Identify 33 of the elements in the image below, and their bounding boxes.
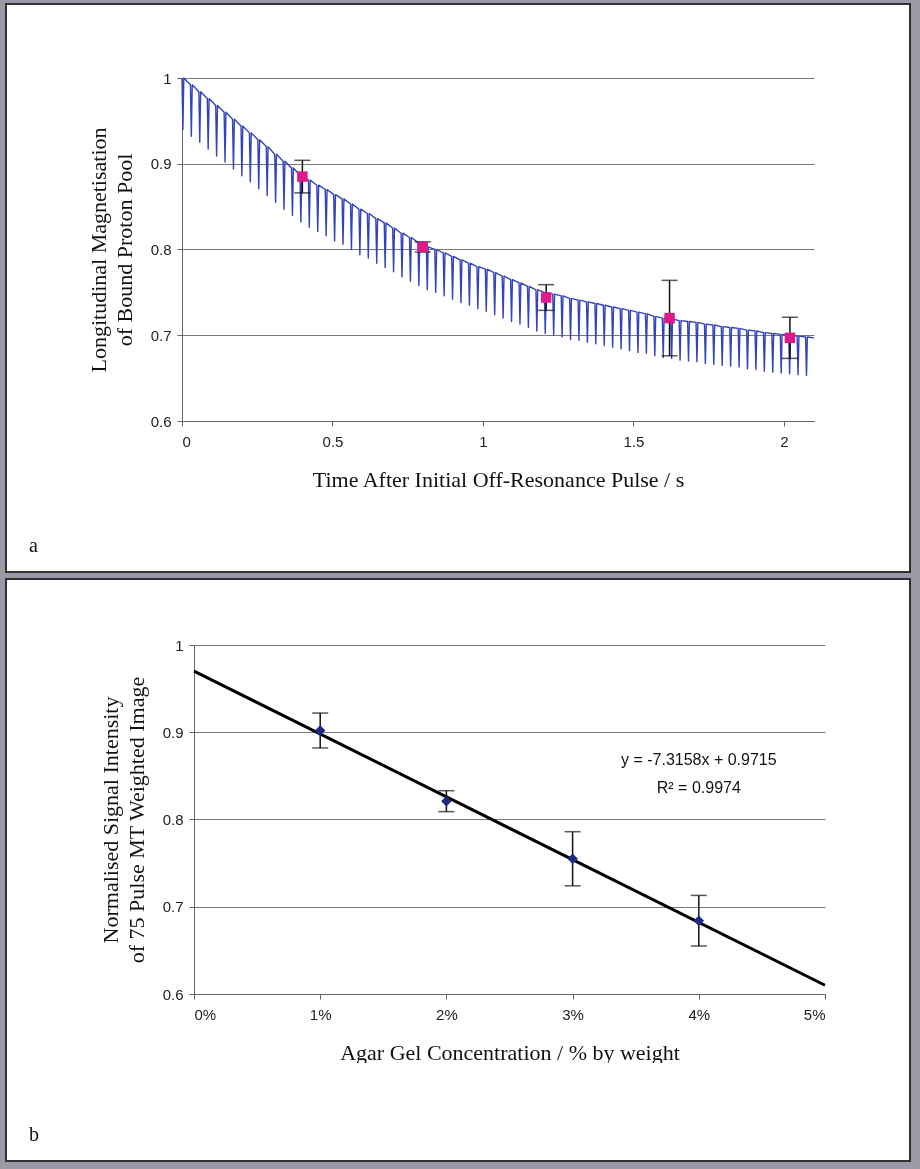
y-axis-title: Normalised Signal Intensity of 75 Pulse MT Weighted Image <box>97 676 149 964</box>
x-tick-label: 1.5 <box>623 432 645 450</box>
x-tick-label: 0 <box>182 432 191 450</box>
x-tick-label: 5% <box>803 1005 826 1023</box>
x-tick-label: 2% <box>436 1005 458 1023</box>
y-tick-label: 0.7 <box>162 898 184 916</box>
x-tick-label: 3% <box>562 1005 584 1023</box>
line-series <box>181 77 815 377</box>
x-tick-label: 0.5 <box>322 432 344 450</box>
text: b <box>29 1123 39 1146</box>
y-tick-label: 0.7 <box>150 326 172 344</box>
text: a <box>29 534 38 557</box>
y-tick-label: 1 <box>175 636 184 654</box>
point <box>297 171 308 182</box>
y-tick-label: 0.8 <box>150 241 172 258</box>
point <box>540 292 552 303</box>
y-tick-label: 1 <box>163 69 172 87</box>
y-tick-label: 0.9 <box>162 723 184 741</box>
x-axis-title: Time After Initial Off-Resonance Pulse / s <box>312 466 685 492</box>
y-tick-label: 0.6 <box>150 412 172 430</box>
annotation: R² = 0.9974 <box>656 779 741 797</box>
x-tick-label: 4% <box>688 1005 711 1023</box>
y-tick-label: 0.9 <box>150 155 172 173</box>
annotation: y = -7.3158x + 0.9715 <box>620 751 777 769</box>
point <box>784 332 796 344</box>
y-axis-title: Longitudinal Magnetisation of Bound Proton Pool <box>85 127 137 373</box>
x-tick-label: 1 <box>479 432 488 450</box>
y-tick-label: 0.6 <box>162 985 184 1003</box>
y-tick-label: 0.8 <box>162 811 184 828</box>
x-tick-label: 1% <box>309 1005 332 1023</box>
point <box>664 312 675 324</box>
x-tick-label: 0% <box>194 1005 217 1023</box>
x-tick-label: 2 <box>780 432 789 450</box>
